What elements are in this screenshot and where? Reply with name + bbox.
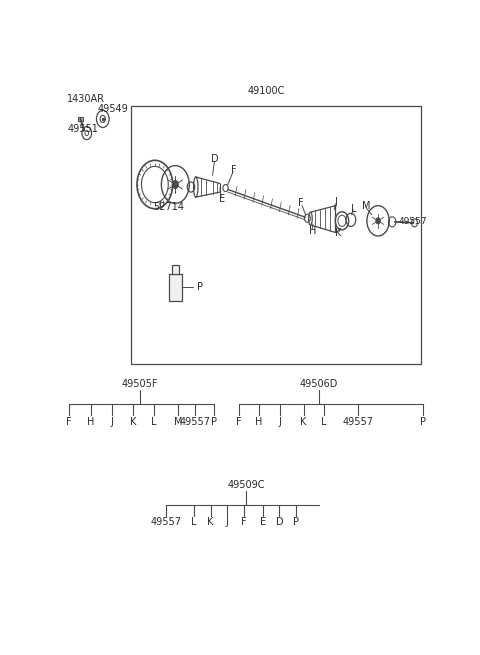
- Circle shape: [172, 181, 178, 189]
- Text: 49557: 49557: [151, 517, 181, 527]
- Text: 49551: 49551: [67, 124, 98, 134]
- Text: 1430AR: 1430AR: [67, 94, 106, 103]
- Text: J: J: [279, 417, 282, 426]
- Text: 49557: 49557: [179, 417, 210, 426]
- Text: D: D: [211, 155, 218, 164]
- Text: J: J: [226, 517, 229, 527]
- Circle shape: [376, 218, 380, 224]
- Text: F: F: [231, 166, 237, 176]
- Text: K: K: [207, 517, 214, 527]
- Text: P: P: [420, 417, 426, 426]
- Text: K: K: [300, 417, 307, 426]
- Text: H: H: [309, 226, 316, 236]
- Text: J: J: [335, 197, 337, 207]
- Bar: [168, 274, 182, 301]
- Text: F: F: [241, 517, 247, 527]
- Text: K: K: [130, 417, 136, 426]
- Text: 49549: 49549: [97, 104, 128, 114]
- Text: J: J: [110, 417, 113, 426]
- Text: 49509C: 49509C: [227, 479, 265, 490]
- Bar: [172, 265, 179, 274]
- Text: H: H: [255, 417, 263, 426]
- Text: 49506D: 49506D: [300, 379, 338, 389]
- Text: 49557: 49557: [398, 217, 427, 227]
- Text: F: F: [298, 198, 304, 208]
- Text: F: F: [236, 417, 241, 426]
- Text: E: E: [219, 194, 225, 204]
- Text: H: H: [87, 417, 94, 426]
- Text: K: K: [335, 229, 341, 238]
- Text: M: M: [361, 200, 370, 211]
- Text: L: L: [351, 204, 357, 214]
- Text: 49557: 49557: [342, 417, 373, 426]
- Text: F: F: [67, 417, 72, 426]
- Text: P: P: [197, 282, 203, 292]
- Text: P: P: [293, 517, 299, 527]
- Text: L: L: [322, 417, 327, 426]
- Text: 52714: 52714: [153, 202, 184, 212]
- Text: 49505F: 49505F: [122, 379, 158, 389]
- Text: D: D: [276, 517, 283, 527]
- Bar: [78, 117, 84, 121]
- Text: L: L: [151, 417, 157, 426]
- Text: P: P: [211, 417, 217, 426]
- Text: L: L: [191, 517, 197, 527]
- Bar: [131, 106, 421, 364]
- Text: M: M: [174, 417, 182, 426]
- Text: E: E: [260, 517, 266, 527]
- Text: 49100C: 49100C: [248, 86, 285, 96]
